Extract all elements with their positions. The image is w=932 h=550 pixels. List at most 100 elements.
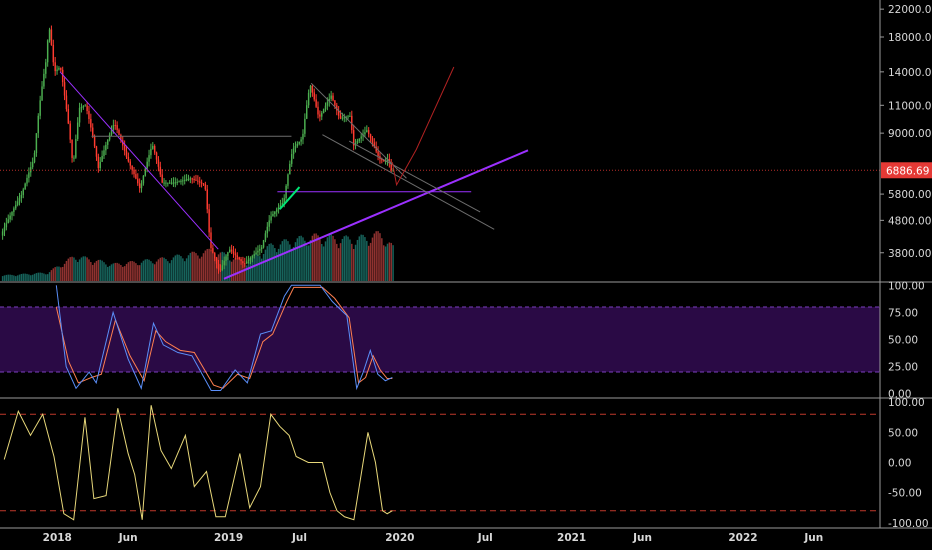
stochastic-pane[interactable] bbox=[0, 284, 880, 391]
candle-body bbox=[304, 118, 306, 134]
volume-bar bbox=[84, 256, 86, 281]
candle-body bbox=[33, 152, 36, 163]
candle-body bbox=[198, 181, 201, 183]
volume-bar bbox=[351, 243, 353, 281]
stoch-k-line bbox=[55, 284, 393, 391]
volume-bar bbox=[349, 239, 351, 281]
volume-bar bbox=[279, 244, 282, 281]
volume-bar bbox=[153, 264, 156, 281]
volume-bar bbox=[373, 233, 376, 281]
volume-bar bbox=[174, 255, 177, 281]
volume-bar bbox=[127, 262, 130, 281]
cci-line bbox=[3, 405, 393, 521]
candle-body bbox=[167, 182, 169, 184]
candle-body bbox=[307, 92, 310, 106]
volume-bar bbox=[60, 267, 62, 281]
candle-body bbox=[324, 105, 327, 110]
candle-body bbox=[73, 157, 75, 159]
volume-bar bbox=[180, 256, 182, 281]
candle-body bbox=[279, 205, 282, 208]
volume-bar bbox=[142, 260, 145, 281]
candle-body bbox=[367, 130, 370, 135]
volume-bar bbox=[247, 261, 250, 281]
candle-body bbox=[257, 250, 259, 253]
candle-body bbox=[247, 259, 250, 262]
candle-body bbox=[322, 109, 325, 113]
candle-body bbox=[26, 177, 28, 184]
candle-body bbox=[337, 110, 340, 116]
candle-body bbox=[75, 138, 77, 158]
candle-body bbox=[58, 68, 60, 70]
stoch-axis-label: 25.00 bbox=[888, 362, 918, 374]
candle-body bbox=[142, 175, 145, 184]
candle-body bbox=[176, 181, 178, 183]
candle-body bbox=[172, 182, 175, 184]
candle-body bbox=[210, 232, 212, 249]
cci-axis-label: 100.00 bbox=[888, 397, 925, 409]
candle-body bbox=[91, 127, 94, 137]
volume-bar bbox=[379, 233, 381, 281]
candle-body bbox=[195, 179, 197, 181]
candle-body bbox=[189, 178, 192, 180]
candle-body bbox=[168, 182, 171, 184]
candle-body bbox=[67, 109, 70, 124]
candle-body bbox=[223, 260, 225, 266]
time-axis-label: Jul bbox=[477, 532, 493, 544]
candle-body bbox=[123, 145, 126, 152]
volume-bar bbox=[311, 235, 314, 281]
candle-body bbox=[15, 204, 17, 209]
volume-bar bbox=[39, 272, 41, 281]
candle-body bbox=[225, 256, 227, 261]
price-pane[interactable] bbox=[0, 25, 880, 281]
volume-bar bbox=[65, 260, 68, 281]
volume-bar bbox=[264, 249, 267, 281]
candle-body bbox=[311, 85, 314, 93]
candle-body bbox=[71, 139, 73, 158]
volume-bar bbox=[41, 272, 43, 281]
channel-middle bbox=[348, 140, 481, 213]
cci-axis-label: -100.00 bbox=[888, 518, 929, 530]
volume-bar bbox=[1, 276, 4, 281]
candle-body bbox=[125, 151, 128, 157]
candle-body bbox=[300, 139, 302, 142]
cci-axis-label: 50.00 bbox=[888, 427, 918, 439]
volume-bar bbox=[313, 233, 315, 281]
candle-body bbox=[227, 252, 229, 257]
candle-body bbox=[266, 226, 269, 234]
candle-body bbox=[259, 249, 261, 251]
volume-bar bbox=[326, 237, 329, 281]
time-axis-label: Jun bbox=[803, 532, 823, 544]
candle-body bbox=[306, 105, 308, 119]
volume-bar bbox=[317, 235, 319, 281]
candle-body bbox=[347, 116, 349, 118]
candle-body bbox=[384, 161, 387, 163]
volume-bar bbox=[152, 263, 154, 281]
volume-bar bbox=[13, 275, 15, 281]
candle-body bbox=[366, 130, 368, 133]
candle-body bbox=[39, 100, 41, 116]
volume-bar bbox=[185, 258, 188, 281]
volume-bar bbox=[195, 253, 197, 281]
volume-bar bbox=[150, 261, 152, 281]
candle-body bbox=[16, 201, 19, 205]
volume-bar bbox=[200, 256, 203, 281]
cci-pane[interactable] bbox=[0, 405, 880, 521]
price-axis-label: 4800.00 bbox=[888, 215, 931, 227]
volume-bar bbox=[189, 252, 192, 281]
volume-bar bbox=[356, 239, 359, 281]
candle-body bbox=[290, 154, 293, 164]
candle-body bbox=[236, 255, 239, 258]
volume-bar bbox=[307, 245, 310, 281]
candle-body bbox=[97, 156, 100, 169]
candle-body bbox=[95, 146, 98, 157]
candle-body bbox=[50, 29, 53, 45]
volume-bar bbox=[334, 239, 336, 281]
volume-bar bbox=[108, 265, 111, 281]
volume-bar bbox=[46, 274, 49, 281]
candle-body bbox=[93, 136, 96, 147]
volume-bar bbox=[197, 255, 199, 281]
volume-bar bbox=[71, 256, 73, 281]
volume-bar bbox=[82, 256, 85, 281]
candle-body bbox=[28, 172, 30, 178]
